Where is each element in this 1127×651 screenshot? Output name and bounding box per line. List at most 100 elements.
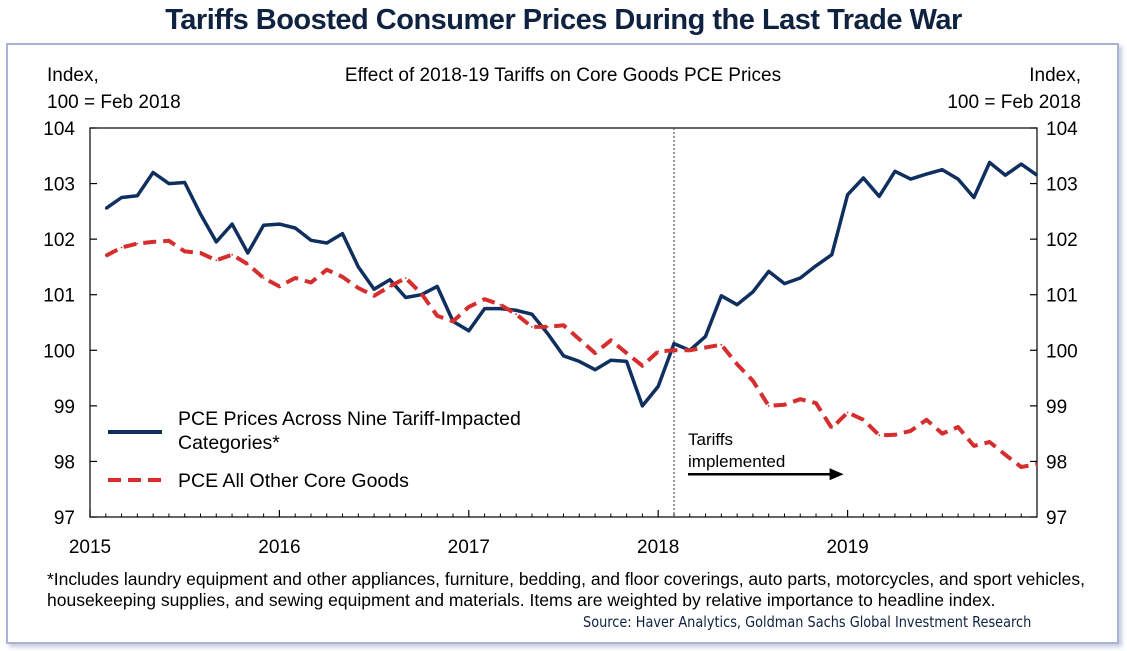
data-point xyxy=(199,252,202,254)
data-point xyxy=(767,405,770,407)
data-point xyxy=(578,338,581,341)
data-point xyxy=(941,432,944,435)
y-tick-label-right-101: 101 xyxy=(1046,286,1078,307)
annotation-text-line-1: Tariffs xyxy=(688,430,733,449)
data-point xyxy=(673,342,675,345)
y-tick-label-left-101: 101 xyxy=(43,286,75,307)
data-point xyxy=(531,313,533,316)
data-point xyxy=(846,193,849,196)
data-point xyxy=(1020,466,1023,468)
data-point xyxy=(515,309,517,312)
legend-entry-tariff-impacted: PCE Prices Across Nine Tariff-ImpactedCa… xyxy=(108,408,521,454)
data-point xyxy=(973,196,975,199)
y-tick-label-right-103: 103 xyxy=(1046,175,1078,196)
data-point xyxy=(1004,174,1007,177)
data-point xyxy=(152,171,155,174)
data-point xyxy=(467,329,470,332)
data-point xyxy=(325,242,328,244)
data-point xyxy=(341,232,344,235)
y-tick-label-right-97: 97 xyxy=(1046,508,1067,529)
data-point xyxy=(436,314,439,317)
data-point xyxy=(215,259,218,262)
data-point xyxy=(878,434,881,437)
left-axis-label-line-1: Index, xyxy=(47,65,99,86)
data-point xyxy=(515,313,517,316)
data-point xyxy=(262,277,265,279)
data-point xyxy=(704,335,707,338)
data-point xyxy=(720,343,723,346)
data-point xyxy=(467,306,470,308)
data-point xyxy=(752,291,754,293)
data-point xyxy=(199,213,202,216)
right-axis-label-line-2: 100 = Feb 2018 xyxy=(947,92,1081,113)
source-note: Source: Haver Analytics, Goldman Sachs G… xyxy=(583,613,1032,631)
data-point xyxy=(657,385,660,388)
data-point xyxy=(594,368,596,371)
data-point xyxy=(736,303,738,306)
chart-frame xyxy=(6,43,1119,644)
data-point xyxy=(657,350,660,353)
data-point xyxy=(278,285,281,288)
data-point xyxy=(878,195,881,198)
data-point xyxy=(578,360,581,363)
data-point xyxy=(720,294,723,297)
data-point xyxy=(783,403,786,406)
y-tick-label-right-99: 99 xyxy=(1046,397,1067,418)
data-point xyxy=(483,307,486,310)
tariffs-annotation: Tariffs implemented xyxy=(688,430,844,481)
footnote: *Includes laundry equipment and other ap… xyxy=(47,569,1085,610)
data-point xyxy=(909,178,912,181)
left-axis-label-line-2: 100 = Feb 2018 xyxy=(47,92,181,113)
data-point xyxy=(404,277,407,279)
data-point xyxy=(294,277,297,279)
data-point xyxy=(373,288,375,291)
data-point xyxy=(373,294,375,297)
data-point xyxy=(104,207,107,210)
x-tick-label-2016: 2016 xyxy=(258,537,300,558)
data-point xyxy=(357,287,360,289)
data-point xyxy=(957,178,959,181)
data-point xyxy=(957,426,959,428)
tick-marks xyxy=(89,127,1037,518)
data-point xyxy=(120,246,123,249)
legend: PCE Prices Across Nine Tariff-ImpactedCa… xyxy=(108,408,521,492)
data-point xyxy=(625,360,628,363)
left-y-tick-labels: 97 98 99 100 101 102 103 104 xyxy=(43,119,75,529)
plot-area-border xyxy=(89,127,1038,518)
data-point xyxy=(452,320,454,323)
y-tick-label-right-98: 98 xyxy=(1046,452,1067,473)
data-point xyxy=(973,445,975,447)
data-point xyxy=(1036,174,1038,177)
data-point xyxy=(704,346,707,349)
x-tick-label-2019: 2019 xyxy=(826,537,868,558)
data-point xyxy=(389,285,391,288)
data-point xyxy=(1036,463,1038,466)
series-layer xyxy=(104,160,1039,469)
data-point xyxy=(357,266,360,268)
legend-label-line-2: Categories* xyxy=(178,432,280,454)
data-point xyxy=(183,181,186,184)
x-tick-label-2018: 2018 xyxy=(637,537,679,558)
data-point xyxy=(215,241,218,243)
data-point xyxy=(815,264,817,267)
data-point xyxy=(830,427,833,429)
data-point xyxy=(625,352,628,354)
data-point xyxy=(941,168,944,171)
data-point xyxy=(894,433,896,436)
data-point xyxy=(846,411,849,414)
data-point xyxy=(783,282,786,285)
y-tick-label-right-102: 102 xyxy=(1046,230,1078,251)
data-point xyxy=(988,161,991,164)
headline: Tariffs Boosted Consumer Prices During t… xyxy=(165,4,962,36)
series-line-1 xyxy=(104,238,1038,469)
data-point xyxy=(925,418,928,421)
y-tick-label-right-104: 104 xyxy=(1046,119,1078,140)
y-tick-label-right-100: 100 xyxy=(1046,341,1078,362)
y-tick-label-left-99: 99 xyxy=(54,397,75,418)
data-point xyxy=(246,252,249,254)
data-point xyxy=(862,177,865,179)
data-point xyxy=(610,359,612,362)
data-point xyxy=(815,402,817,404)
data-point xyxy=(231,223,234,226)
